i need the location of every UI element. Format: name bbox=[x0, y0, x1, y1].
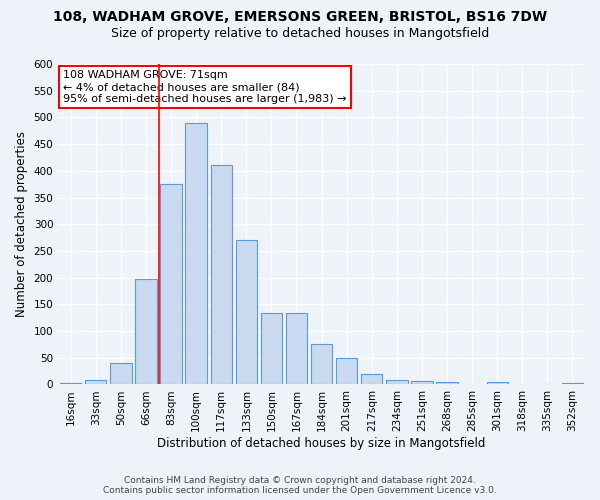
Text: 108, WADHAM GROVE, EMERSONS GREEN, BRISTOL, BS16 7DW: 108, WADHAM GROVE, EMERSONS GREEN, BRIST… bbox=[53, 10, 547, 24]
Bar bbox=[386, 380, 407, 384]
Bar bbox=[436, 382, 458, 384]
Bar bbox=[336, 358, 358, 384]
Bar bbox=[286, 314, 307, 384]
Bar bbox=[185, 123, 207, 384]
Bar bbox=[361, 374, 382, 384]
Y-axis label: Number of detached properties: Number of detached properties bbox=[15, 131, 28, 317]
Text: 108 WADHAM GROVE: 71sqm
← 4% of detached houses are smaller (84)
95% of semi-det: 108 WADHAM GROVE: 71sqm ← 4% of detached… bbox=[64, 70, 347, 104]
Bar bbox=[487, 382, 508, 384]
Bar bbox=[211, 166, 232, 384]
Bar bbox=[110, 362, 131, 384]
Bar bbox=[411, 382, 433, 384]
Bar bbox=[311, 344, 332, 385]
Bar bbox=[236, 240, 257, 384]
X-axis label: Distribution of detached houses by size in Mangotsfield: Distribution of detached houses by size … bbox=[157, 437, 486, 450]
Text: Size of property relative to detached houses in Mangotsfield: Size of property relative to detached ho… bbox=[111, 28, 489, 40]
Bar bbox=[85, 380, 106, 384]
Bar bbox=[261, 314, 282, 384]
Bar bbox=[160, 184, 182, 384]
Bar bbox=[60, 383, 82, 384]
Bar bbox=[136, 279, 157, 384]
Text: Contains HM Land Registry data © Crown copyright and database right 2024.
Contai: Contains HM Land Registry data © Crown c… bbox=[103, 476, 497, 495]
